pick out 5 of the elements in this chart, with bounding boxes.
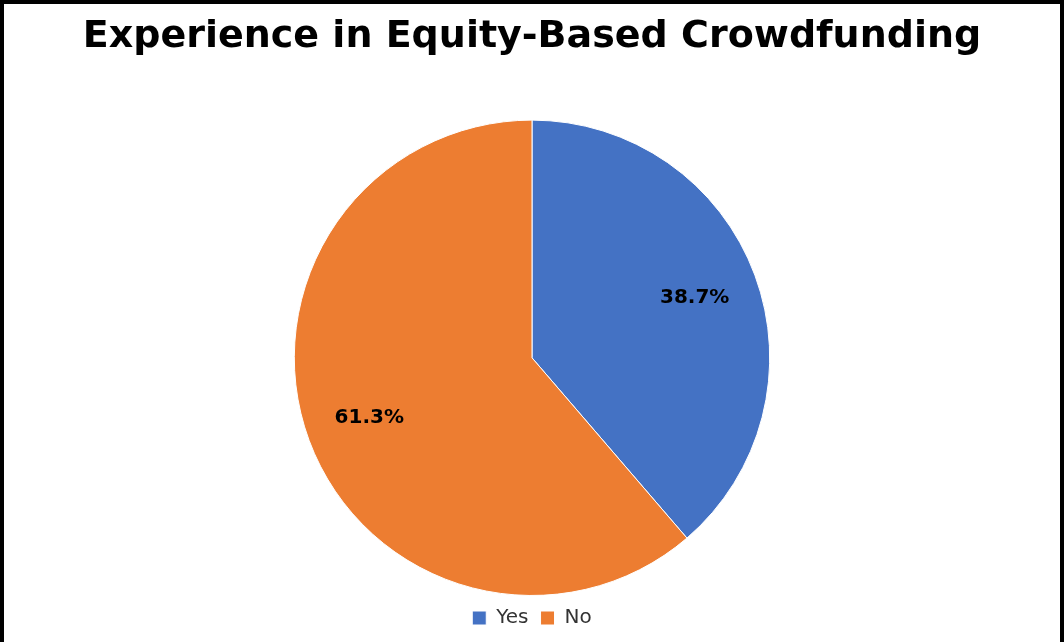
chart-title: Experience in Equity-Based Crowdfunding: [82, 11, 982, 56]
legend-label: No: [564, 604, 592, 629]
data-label: 61.3%: [334, 404, 404, 429]
legend-label: Yes: [495, 604, 529, 629]
data-label: 38.7%: [660, 283, 730, 308]
